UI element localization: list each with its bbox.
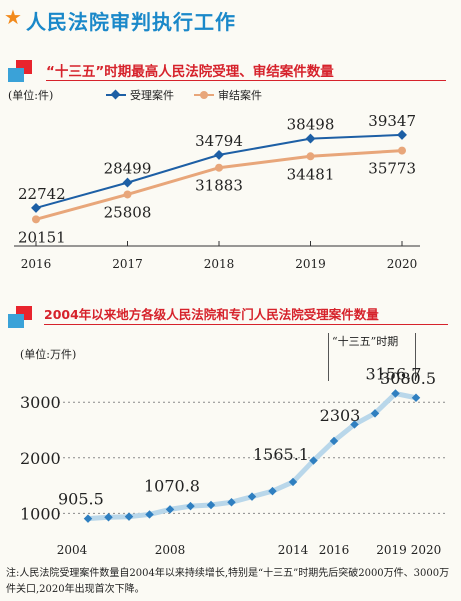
series-accepted-data-label: 34794 xyxy=(195,132,243,150)
series-concluded-point xyxy=(306,152,315,161)
series-accepted-data-label: 22742 xyxy=(18,185,66,203)
section1-title: “十三五”时期最高人民法院受理、审结案件数量 xyxy=(46,64,334,80)
series-accepted-point xyxy=(305,133,316,144)
series-local-cases-point xyxy=(227,497,236,507)
chart1-unit-label: (单位:件) xyxy=(8,88,53,102)
chart-supreme-court-cases: (单位:件) 受理案件 审结案件 2016 22742 20151 2017 28499 258… xyxy=(8,88,420,271)
chart2-data-label: 1565.1 xyxy=(253,445,309,464)
section2-header: 2004年以来地方各级人民法院和专门人民法院受理案件数量 xyxy=(0,300,461,340)
series-local-cases-point xyxy=(268,486,277,496)
series-local-cases-point xyxy=(288,477,298,487)
chart-local-court-cases: (单位:万件) 1000 2000 3000 905.5 1070.8 1565.1 2303… xyxy=(20,347,445,557)
chart2-y-tick-label: 1000 xyxy=(20,504,61,523)
chart2-data-label: 905.5 xyxy=(58,490,104,509)
series-accepted-point xyxy=(214,149,224,160)
legend-accepted-marker xyxy=(110,89,121,100)
legend-accepted-label: 受理案件 xyxy=(130,88,174,102)
series-local-cases-point xyxy=(104,512,113,522)
period-marker: “十三五”时期 xyxy=(328,333,416,381)
chart2-data-label: 2303 xyxy=(320,406,361,425)
chart2-x-tick-label: 2019 xyxy=(376,543,407,557)
page-title: 人民法院审判执行工作 xyxy=(26,10,236,34)
series-local-cases-point xyxy=(370,409,380,418)
chart1-x-tick-label: 2018 xyxy=(204,257,235,271)
chart2-x-tick-label: 2004 xyxy=(57,543,88,557)
series-local-cases-point xyxy=(350,420,359,429)
legend-concluded-label: 审结案件 xyxy=(218,88,262,102)
series-concluded-data-label: 20151 xyxy=(18,228,66,246)
chart2-y-tick-label: 2000 xyxy=(20,449,61,468)
series-local-cases-point xyxy=(206,500,216,510)
chart1-x-tick-label: 2020 xyxy=(387,257,418,271)
series-local-cases-point xyxy=(247,492,257,501)
series-local-cases-point xyxy=(329,436,339,446)
series-accepted-data-label: 39347 xyxy=(368,112,416,130)
series-concluded-data-label: 31883 xyxy=(195,177,243,195)
footnote: 注:人民法院受理案件数量自2004年以来持续增长,特别是“十三五”时期先后突破2… xyxy=(6,568,450,595)
series-accepted-data-label: 38498 xyxy=(287,116,335,134)
series-concluded-data-label: 34481 xyxy=(287,165,335,183)
chart2-unit-label: (单位:万件) xyxy=(20,347,76,361)
page-header: ★ 人民法院审判执行工作 xyxy=(0,0,461,38)
chart2-x-tick-label: 2008 xyxy=(155,543,186,557)
series-accepted-point xyxy=(122,177,133,188)
series-accepted-point xyxy=(31,202,41,213)
section2-underline xyxy=(44,324,448,325)
series-concluded-point xyxy=(215,163,223,172)
period-label: “十三五”时期 xyxy=(332,335,399,348)
chart2-data-label: 3156.7 xyxy=(366,365,422,384)
chart2-x-tick-label: 2020 xyxy=(411,543,442,557)
series-local-cases-point xyxy=(124,512,134,521)
star-icon: ★ xyxy=(4,5,22,29)
chart2-x-tick-label: 2016 xyxy=(319,543,350,557)
chart2-x-tick-label: 2014 xyxy=(278,543,309,557)
series-concluded-point xyxy=(123,190,132,199)
legend-concluded-marker xyxy=(200,91,208,99)
chart1-x-tick-label: 2016 xyxy=(21,257,52,271)
series-local-cases-point xyxy=(83,514,93,523)
chart1-x-tick-label: 2017 xyxy=(112,257,143,271)
series-concluded-data-label: 35773 xyxy=(368,160,416,178)
series-local-cases-point xyxy=(391,389,400,398)
chart2-y-tick-label: 3000 xyxy=(20,393,61,412)
series-local-cases-point xyxy=(186,501,195,511)
decor-square-blue xyxy=(8,314,24,328)
section1-header: “十三五”时期最高人民法院受理、审结案件数量 xyxy=(0,48,461,88)
series-concluded-point xyxy=(32,215,40,224)
section2-title: 2004年以来地方各级人民法院和专门人民法院受理案件数量 xyxy=(44,307,379,322)
series-concluded-data-label: 25808 xyxy=(104,203,152,221)
section1-underline xyxy=(46,80,446,81)
series-accepted-point xyxy=(397,129,407,140)
series-accepted-data-label: 28499 xyxy=(104,160,152,178)
chart2-data-label: 1070.8 xyxy=(144,476,200,495)
chart1-x-tick-label: 2019 xyxy=(295,257,326,271)
chart2-data-label: 3080.5 xyxy=(380,369,436,388)
series-concluded-point xyxy=(398,146,406,155)
series-local-cases-point xyxy=(145,510,154,519)
decor-square-blue xyxy=(8,68,24,82)
series-local-cases-point xyxy=(309,456,318,465)
series-local-cases-point xyxy=(165,505,175,514)
series-local-cases-point xyxy=(411,393,421,402)
